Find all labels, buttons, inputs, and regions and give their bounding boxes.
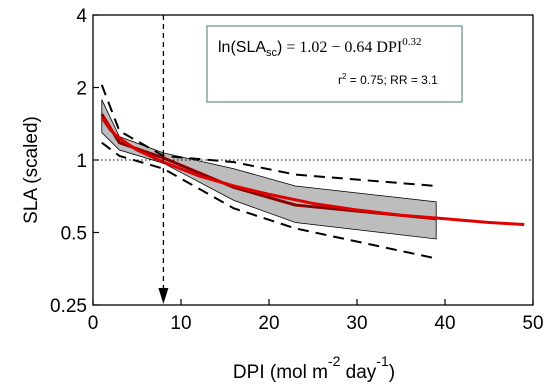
series-line-4 [100,116,525,226]
vertical-marker-arrow [158,288,169,304]
x-axis-title-end: ) [389,362,395,383]
equation-text: ln(SLAsc) = 1.02 − 0.64 DPI0.32 [218,36,421,59]
stats-text: r2 = 0.75; RR = 3.1 [338,72,438,87]
series-line-3 [100,113,437,221]
x-tick-label-0: 0 [88,313,99,334]
x-axis-title-sup1: -2 [328,353,341,369]
x-tick-label-3: 30 [346,313,367,334]
stats-superscript: 2 [342,72,347,81]
plot-area: 0 10 20 30 40 50 0.25 0.5 1 2 4 [50,6,544,334]
x-tick-label-4: 40 [434,313,455,334]
stats-rest: = 0.75; RR = 3.1 [346,73,438,87]
x-axis-title-sup2: -1 [376,353,389,369]
equation-box: ln(SLAsc) = 1.02 − 0.64 DPI0.32 r2 = 0.75… [206,25,463,103]
x-axis-title: DPI (mol m-2 day-1) [233,353,395,383]
equation-ln: ln(SLA [218,39,266,56]
equation-box-border [206,25,463,103]
equation-exponent: 0.32 [402,36,421,48]
y-tick-label-3: 2 [76,79,87,100]
equation-close: ) [277,39,282,56]
equation-rhs: = 1.02 − 0.64 DPI [286,39,402,56]
stats-r: r [338,73,342,87]
series-line-1 [100,84,437,187]
x-axis-title-main: DPI (mol m [233,362,328,383]
equation-subscript: sc [266,47,278,59]
y-tick-label-1: 0.5 [61,224,87,245]
x-tick-label-1: 10 [170,313,191,334]
y-tick-label-0: 0.25 [50,296,87,317]
series-line-2 [101,141,437,260]
x-axis-title-mid: day [340,362,376,383]
x-tick-label-5: 50 [522,313,543,334]
y-axis-title: SLA (scaled) [21,116,42,224]
x-tick-label-2: 20 [258,313,279,334]
y-tick-label-2: 1 [76,151,87,172]
y-tick-label-4: 4 [76,6,87,27]
